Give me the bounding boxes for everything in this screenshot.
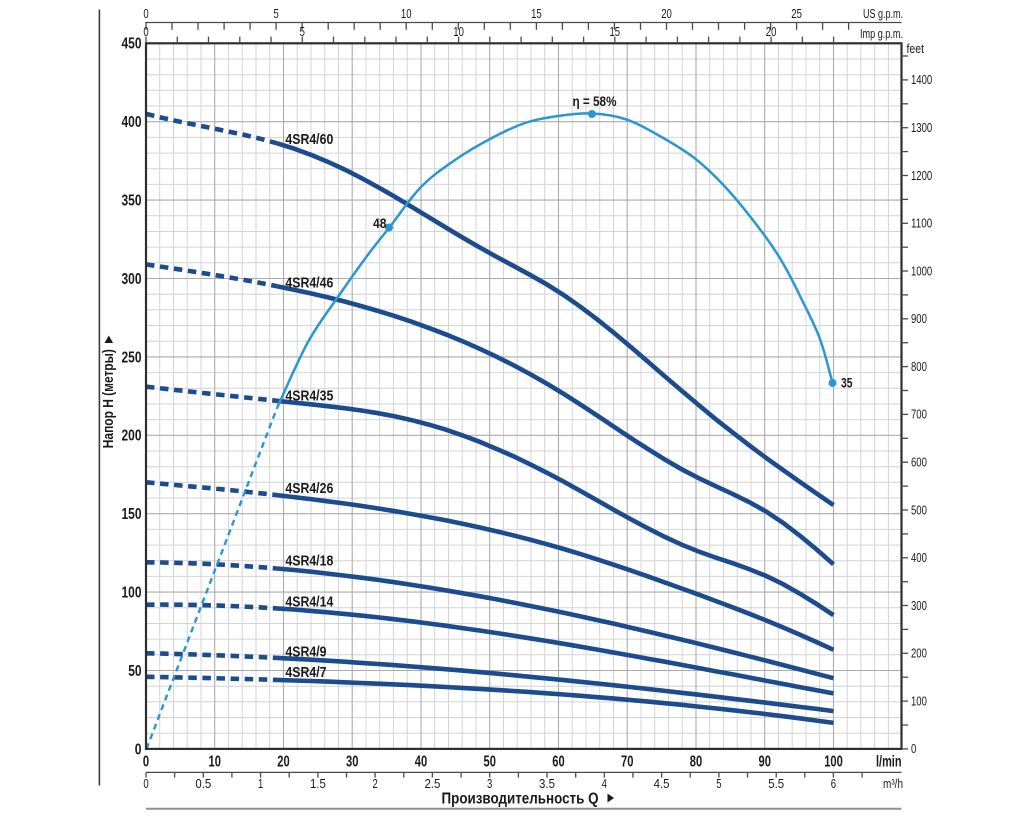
svg-text:Производительность Q: Производительность Q [442, 790, 599, 807]
svg-text:4SR4/35: 4SR4/35 [285, 388, 333, 405]
svg-text:4SR4/7: 4SR4/7 [285, 664, 326, 681]
svg-text:300: 300 [911, 599, 927, 613]
svg-text:48: 48 [373, 215, 387, 231]
svg-text:250: 250 [122, 349, 142, 366]
svg-text:5.5: 5.5 [768, 777, 784, 791]
svg-text:10: 10 [401, 7, 412, 21]
svg-text:80: 80 [690, 753, 702, 770]
svg-text:1000: 1000 [911, 264, 932, 278]
svg-text:1400: 1400 [911, 73, 932, 87]
svg-text:0: 0 [143, 777, 148, 791]
svg-text:3: 3 [487, 777, 492, 791]
svg-text:350: 350 [122, 193, 142, 210]
svg-text:η = 58%: η = 58% [573, 94, 617, 109]
svg-text:900: 900 [911, 312, 927, 326]
svg-text:6: 6 [831, 777, 836, 791]
svg-text:l/min: l/min [876, 753, 902, 770]
svg-text:400: 400 [911, 551, 927, 565]
svg-text:100: 100 [911, 694, 927, 708]
svg-text:1.5: 1.5 [310, 777, 326, 791]
svg-text:35: 35 [841, 376, 853, 391]
svg-text:0: 0 [143, 7, 148, 21]
svg-text:40: 40 [415, 753, 427, 770]
svg-text:2.5: 2.5 [424, 777, 440, 791]
svg-text:2: 2 [372, 777, 377, 791]
svg-text:0.5: 0.5 [195, 777, 211, 791]
svg-text:5: 5 [273, 7, 278, 21]
svg-text:150: 150 [122, 506, 142, 523]
svg-text:450: 450 [122, 36, 142, 53]
svg-text:90: 90 [759, 753, 771, 770]
svg-text:700: 700 [911, 408, 927, 422]
svg-text:4: 4 [602, 777, 607, 791]
svg-text:20: 20 [766, 25, 777, 39]
svg-text:10: 10 [209, 753, 221, 770]
svg-text:Imp g.p.m.: Imp g.p.m. [860, 27, 903, 41]
svg-text:30: 30 [346, 753, 358, 770]
svg-text:100: 100 [122, 585, 142, 602]
svg-text:4SR4/14: 4SR4/14 [285, 594, 333, 611]
svg-text:0: 0 [143, 753, 149, 770]
svg-text:0: 0 [135, 741, 142, 758]
svg-text:Напор H (метры): Напор H (метры) [101, 349, 117, 448]
svg-text:500: 500 [911, 503, 927, 517]
svg-text:4SR4/46: 4SR4/46 [285, 275, 333, 292]
svg-text:4SR4/26: 4SR4/26 [285, 480, 333, 497]
svg-text:200: 200 [122, 428, 142, 445]
svg-text:0: 0 [911, 742, 916, 756]
svg-text:4SR4/60: 4SR4/60 [285, 131, 333, 148]
svg-text:0: 0 [143, 25, 148, 39]
svg-text:400: 400 [122, 114, 142, 131]
svg-text:1300: 1300 [911, 121, 932, 135]
svg-text:20: 20 [277, 753, 289, 770]
svg-text:50: 50 [484, 753, 496, 770]
svg-text:15: 15 [531, 7, 542, 21]
svg-text:15: 15 [610, 25, 621, 39]
svg-text:4SR4/9: 4SR4/9 [285, 643, 326, 660]
svg-text:800: 800 [911, 360, 927, 374]
svg-text:m³/h: m³/h [883, 777, 903, 791]
svg-text:70: 70 [621, 753, 633, 770]
svg-text:200: 200 [911, 647, 927, 661]
svg-text:US g.p.m.: US g.p.m. [863, 7, 903, 21]
svg-text:100: 100 [824, 753, 843, 770]
svg-text:25: 25 [791, 7, 802, 21]
svg-text:20: 20 [661, 7, 672, 21]
svg-text:600: 600 [911, 456, 927, 470]
svg-text:60: 60 [552, 753, 564, 770]
svg-text:5: 5 [716, 777, 721, 791]
svg-text:50: 50 [128, 663, 141, 680]
svg-text:3.5: 3.5 [539, 777, 555, 791]
svg-text:300: 300 [122, 271, 142, 288]
svg-text:feet: feet [907, 42, 925, 56]
svg-text:10: 10 [453, 25, 464, 39]
svg-text:1100: 1100 [911, 217, 932, 231]
svg-text:4SR4/18: 4SR4/18 [285, 553, 333, 570]
svg-text:4.5: 4.5 [654, 777, 670, 791]
svg-text:1: 1 [258, 777, 263, 791]
svg-text:5: 5 [300, 25, 305, 39]
svg-text:1200: 1200 [911, 169, 932, 183]
